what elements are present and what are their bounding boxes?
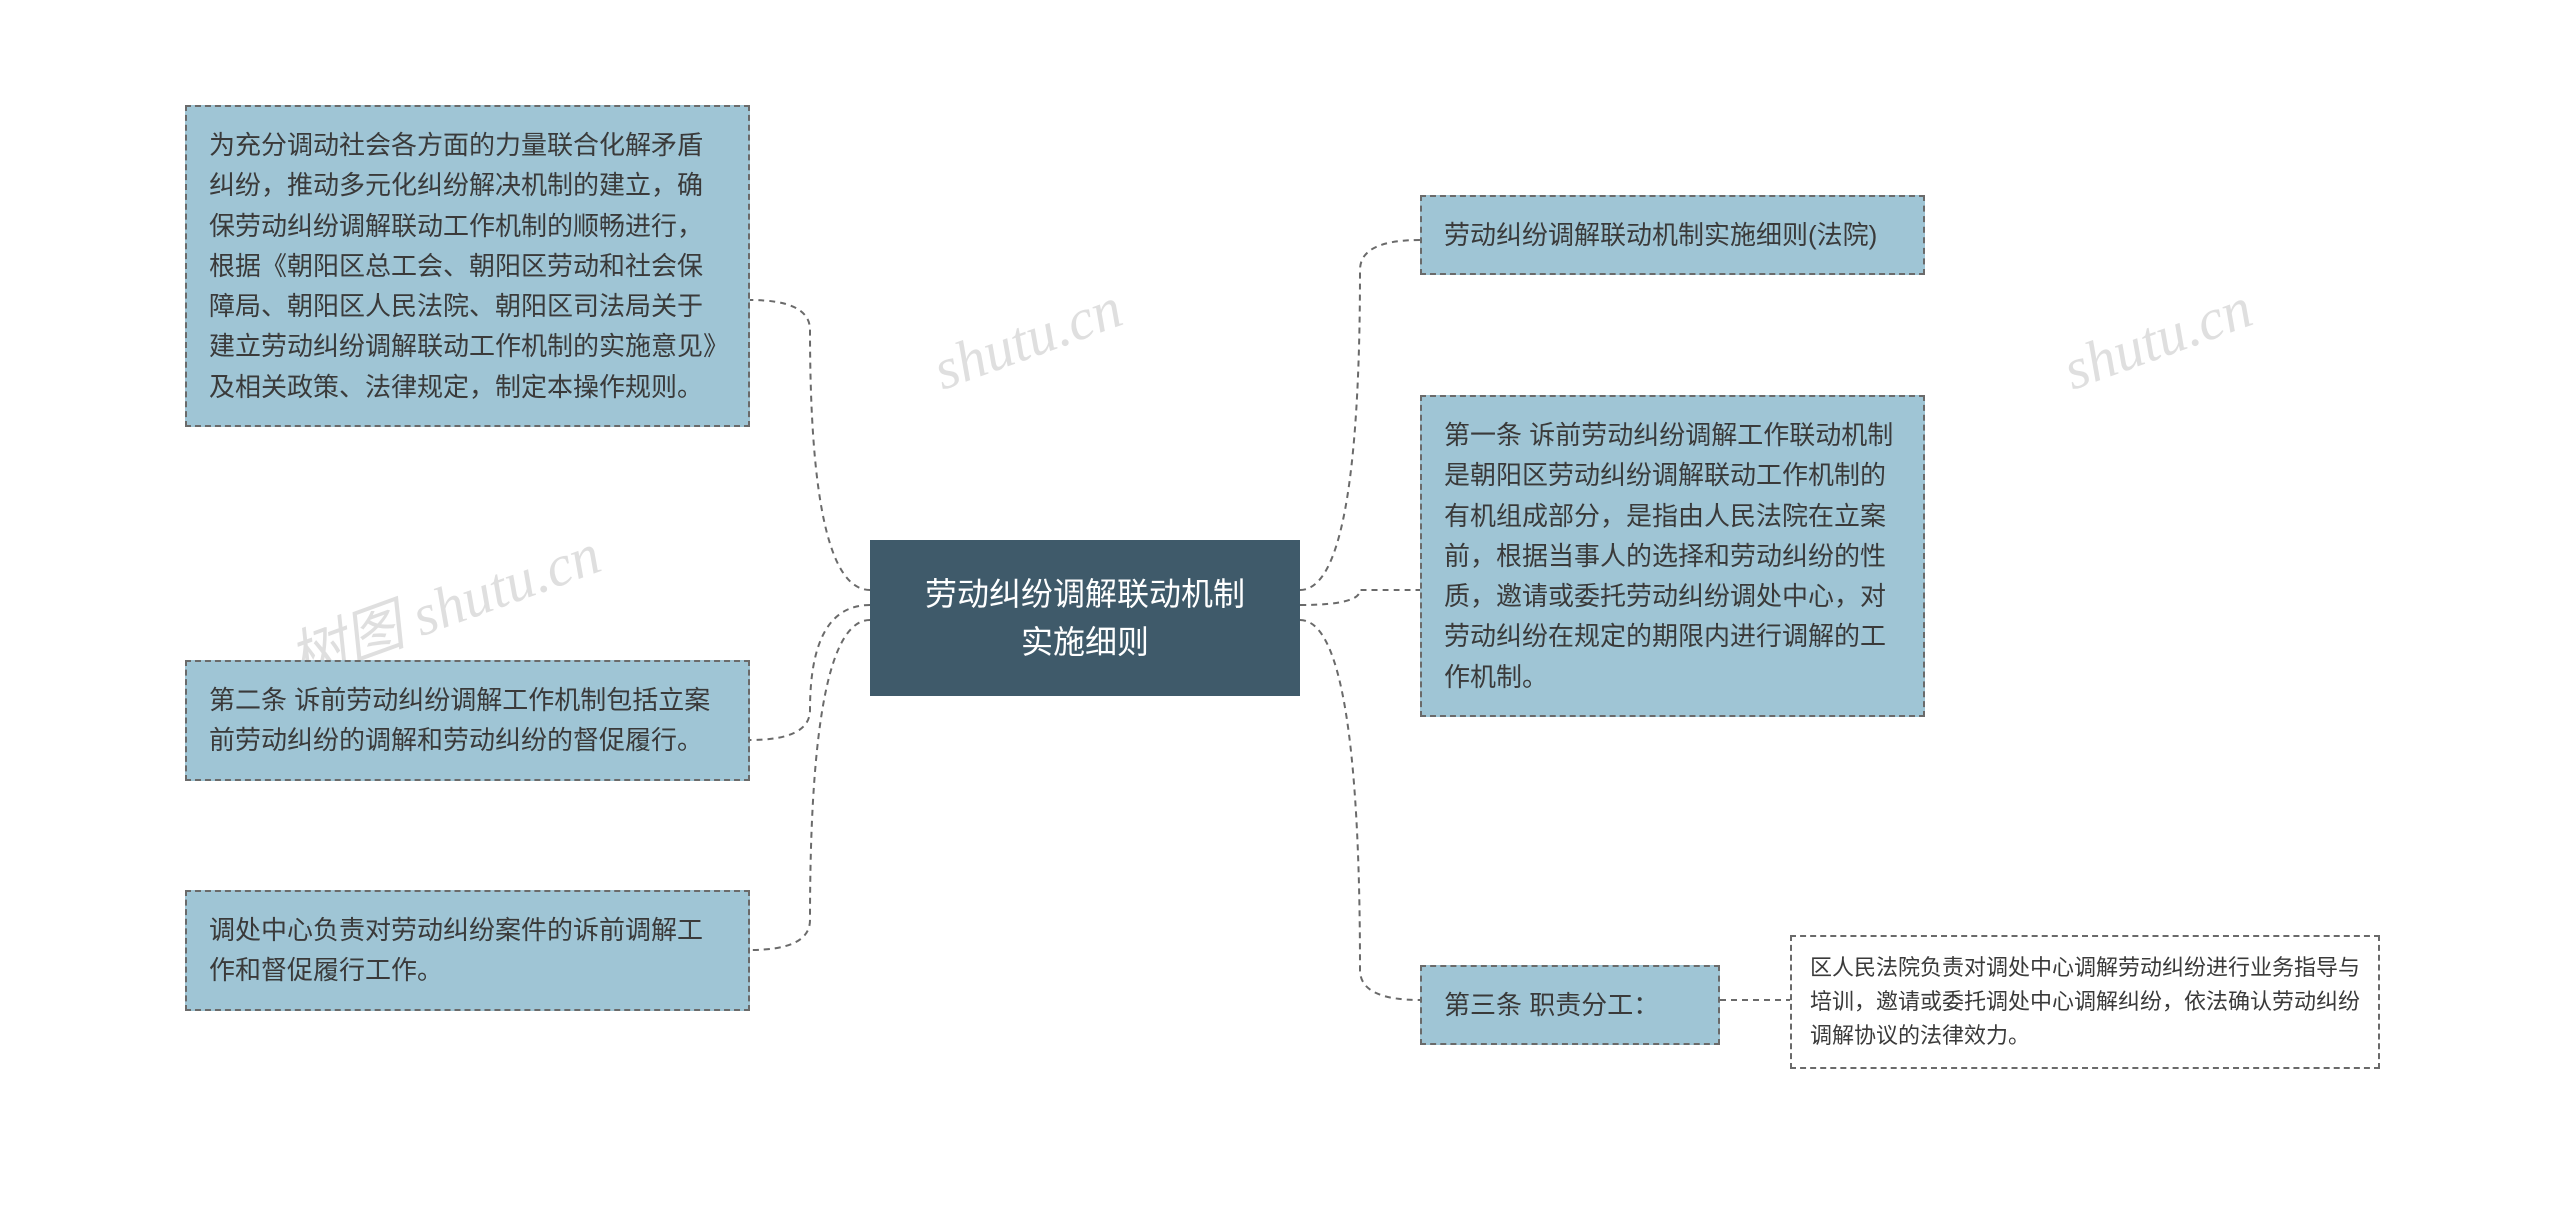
watermark-label-2b: shutu.cn	[925, 275, 1130, 403]
left-node-1-text: 为充分调动社会各方面的力量联合化解矛盾纠纷，推动多元化纠纷解决机制的建立，确保劳…	[209, 130, 716, 402]
right-node-1-text: 劳动纠纷调解联动机制实施细则(法院)	[1444, 220, 1877, 250]
right-node-3: 第三条 职责分工：	[1420, 965, 1720, 1045]
center-node: 劳动纠纷调解联动机制实施细则	[870, 540, 1300, 696]
right-node-3-child: 区人民法院负责对调处中心调解劳动纠纷进行业务指导与培训，邀请或委托调处中心调解纠…	[1790, 935, 2380, 1069]
left-node-2-text: 第二条 诉前劳动纠纷调解工作机制包括立案前劳动纠纷的调解和劳动纠纷的督促履行。	[209, 685, 710, 755]
right-node-2-text: 第一条 诉前劳动纠纷调解工作联动机制是朝阳区劳动纠纷调解联动工作机制的有机组成部…	[1444, 420, 1893, 692]
left-node-1: 为充分调动社会各方面的力量联合化解矛盾纠纷，推动多元化纠纷解决机制的建立，确保劳…	[185, 105, 750, 427]
left-node-2: 第二条 诉前劳动纠纷调解工作机制包括立案前劳动纠纷的调解和劳动纠纷的督促履行。	[185, 660, 750, 781]
watermark-3: shutu.cn	[2054, 274, 2260, 404]
right-node-2: 第一条 诉前劳动纠纷调解工作联动机制是朝阳区劳动纠纷调解联动工作机制的有机组成部…	[1420, 395, 1925, 717]
left-node-3: 调处中心负责对劳动纠纷案件的诉前调解工作和督促履行工作。	[185, 890, 750, 1011]
watermark-2: shutu.cn	[924, 274, 1130, 404]
center-node-text: 劳动纠纷调解联动机制实施细则	[925, 576, 1245, 660]
right-node-1: 劳动纠纷调解联动机制实施细则(法院)	[1420, 195, 1925, 275]
watermark-label-1b: shutu.cn	[403, 521, 608, 649]
watermark-label-3b: shutu.cn	[2055, 275, 2260, 403]
right-node-3-child-text: 区人民法院负责对调处中心调解劳动纠纷进行业务指导与培训，邀请或委托调处中心调解纠…	[1810, 955, 2360, 1048]
right-node-3-text: 第三条 职责分工：	[1444, 990, 1659, 1020]
left-node-3-text: 调处中心负责对劳动纠纷案件的诉前调解工作和督促履行工作。	[209, 915, 703, 985]
